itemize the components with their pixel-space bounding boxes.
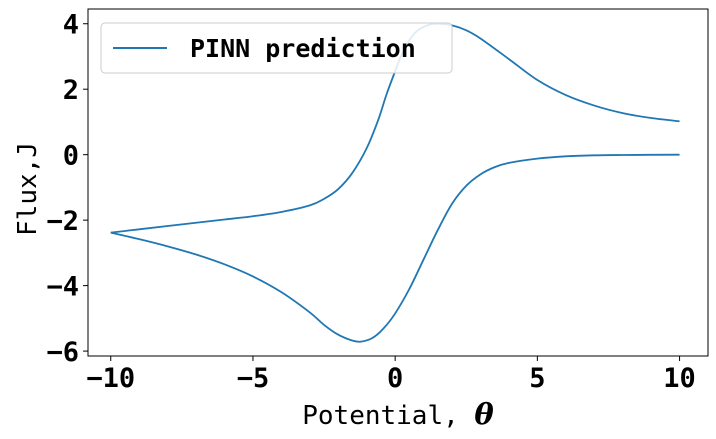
- legend-box: [100, 22, 453, 74]
- plot-frame: [87, 8, 709, 357]
- legend: PINN prediction: [100, 22, 453, 74]
- x-tick-label: −5: [237, 363, 270, 394]
- x-axis-label-symbol: θ: [474, 397, 494, 431]
- legend-label: PINN prediction: [190, 34, 416, 63]
- x-axis-label-text: Potential,: [302, 401, 474, 431]
- y-tick-label: 4: [63, 10, 79, 41]
- x-axis-label: Potential, θ: [302, 397, 494, 431]
- y-tick-label: −6: [46, 337, 79, 368]
- ticks-group: −10 −5 0 5 10 −6 −4 −2 0 2 4: [46, 10, 695, 394]
- y-tick-label: −4: [46, 272, 79, 303]
- x-tick-label: 5: [529, 363, 545, 394]
- series-line-forward-scan: [110, 153, 680, 343]
- y-tick-label: 2: [63, 75, 79, 106]
- x-tick-label: −10: [86, 363, 135, 394]
- x-tick-label: 0: [387, 363, 403, 394]
- y-tick-label: −2: [46, 206, 79, 237]
- x-tick-label: 10: [663, 363, 696, 394]
- y-tick-label: 0: [63, 141, 79, 172]
- y-axis-label: Flux,J: [13, 142, 43, 236]
